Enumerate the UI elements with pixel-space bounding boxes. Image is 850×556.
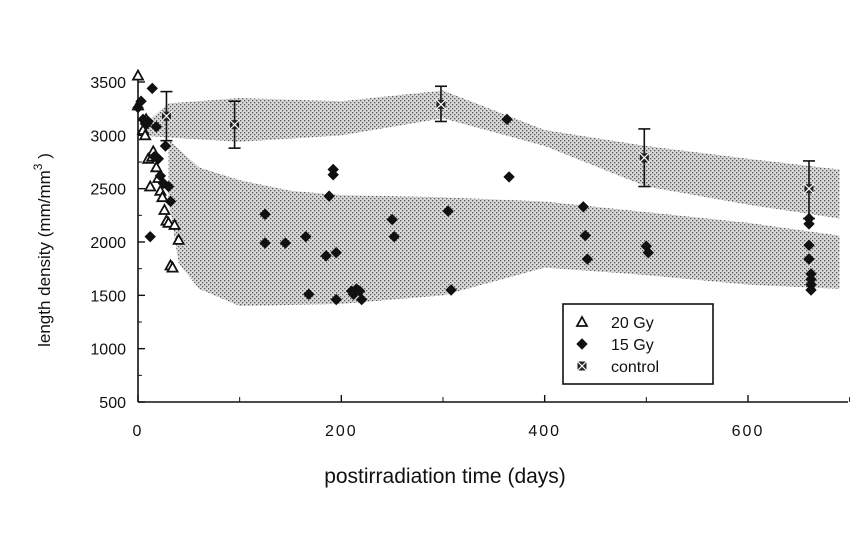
y-tick-label: 500 [99, 395, 126, 412]
point-15-gy [642, 246, 655, 259]
point-20-gy [138, 128, 152, 141]
axis-ticks: 500 1000 1500 2000 2500 3000 3500 0 200 400 600 [90, 75, 850, 440]
point-15-gy [327, 169, 339, 181]
legend-items: 20 Gy 15 Gy control [575, 315, 659, 376]
point-15-gy [144, 230, 156, 243]
point-15-gy [279, 237, 292, 249]
point-20-gy [143, 179, 157, 192]
point-15-gy [150, 121, 163, 133]
y-tick-label: 2000 [90, 235, 126, 252]
legend-box [562, 303, 714, 385]
legend: 20 Gy 15 Gy control [562, 303, 714, 385]
marker-cross [638, 152, 650, 164]
marker-cross [576, 360, 588, 372]
data-points [131, 68, 817, 306]
point-20-gy [157, 203, 171, 215]
point-15-gy [386, 213, 398, 226]
point-control [161, 110, 172, 122]
point-control [638, 152, 650, 164]
point-15-gy [142, 115, 154, 128]
point-15-gy [146, 82, 158, 95]
y-axis-title: length density (mm/mm3 ) [31, 153, 54, 347]
y-tick-label: 2500 [90, 182, 126, 199]
point-15-gy [579, 229, 592, 242]
marker-cross [161, 110, 172, 122]
legend-marker-triangle [575, 315, 589, 327]
point-15-gy [442, 205, 454, 217]
marker-cross [435, 98, 447, 110]
y-tick-label: 3000 [90, 128, 126, 145]
point-15-gy [303, 288, 315, 300]
shaded-bands [138, 90, 840, 306]
point-15-gy [159, 140, 172, 152]
point-control [435, 98, 447, 110]
legend-label: 15 Gy [611, 337, 654, 354]
point-20-gy [131, 68, 145, 81]
point-15-gy [581, 253, 594, 265]
y-tick-label: 1500 [90, 288, 126, 305]
y-axis-title-close: ) [35, 153, 54, 163]
point-20-gy [168, 218, 182, 230]
legend-label: 20 Gy [611, 315, 654, 332]
point-15-gy [162, 180, 175, 193]
y-axis-title-main: length density (mm/mm [35, 170, 54, 347]
point-15-gy [503, 171, 515, 183]
point-15-gy [803, 253, 815, 265]
point-control [803, 183, 815, 195]
point-20-gy [149, 160, 163, 173]
point-15-gy [164, 195, 177, 208]
point-15-gy [330, 246, 342, 259]
point-15-gy [803, 239, 815, 251]
point-15-gy [320, 250, 332, 262]
point-15-gy [300, 230, 312, 243]
x-tick-label: 600 [732, 423, 765, 440]
point-15-gy [388, 230, 400, 243]
band-0 [138, 90, 840, 219]
x-tick-label: 200 [325, 423, 358, 440]
band-1 [168, 139, 840, 306]
x-axis-title: postirradiation time (days) [324, 465, 566, 488]
point-15-gy [577, 201, 590, 213]
y-tick-label: 3500 [90, 75, 126, 92]
x-tick-label: 0 [133, 423, 144, 440]
x-tick-label: 400 [528, 423, 561, 440]
marker-cross [229, 119, 241, 131]
point-20-gy [172, 233, 186, 245]
point-15-gy [445, 284, 457, 296]
point-20-gy [155, 190, 169, 203]
point-15-gy [323, 190, 335, 202]
point-20-gy [166, 260, 180, 273]
y-tick-label: 1000 [90, 342, 126, 359]
marker-cross [803, 183, 815, 195]
point-15-gy [805, 284, 817, 296]
point-20-gy [161, 215, 176, 228]
y-axis-title-superscript: 3 [31, 163, 45, 170]
point-15-gy [259, 208, 271, 220]
point-15-gy [355, 293, 368, 306]
legend-marker-cross-square [576, 360, 588, 372]
point-15-gy [135, 95, 147, 107]
point-15-gy [259, 237, 271, 249]
legend-label: control [611, 359, 659, 376]
point-15-gy [803, 218, 815, 230]
legend-marker-diamond [576, 338, 588, 350]
point-15-gy [330, 293, 342, 306]
point-15-gy [501, 113, 513, 126]
point-control [229, 119, 241, 131]
point-15-gy [152, 153, 165, 165]
